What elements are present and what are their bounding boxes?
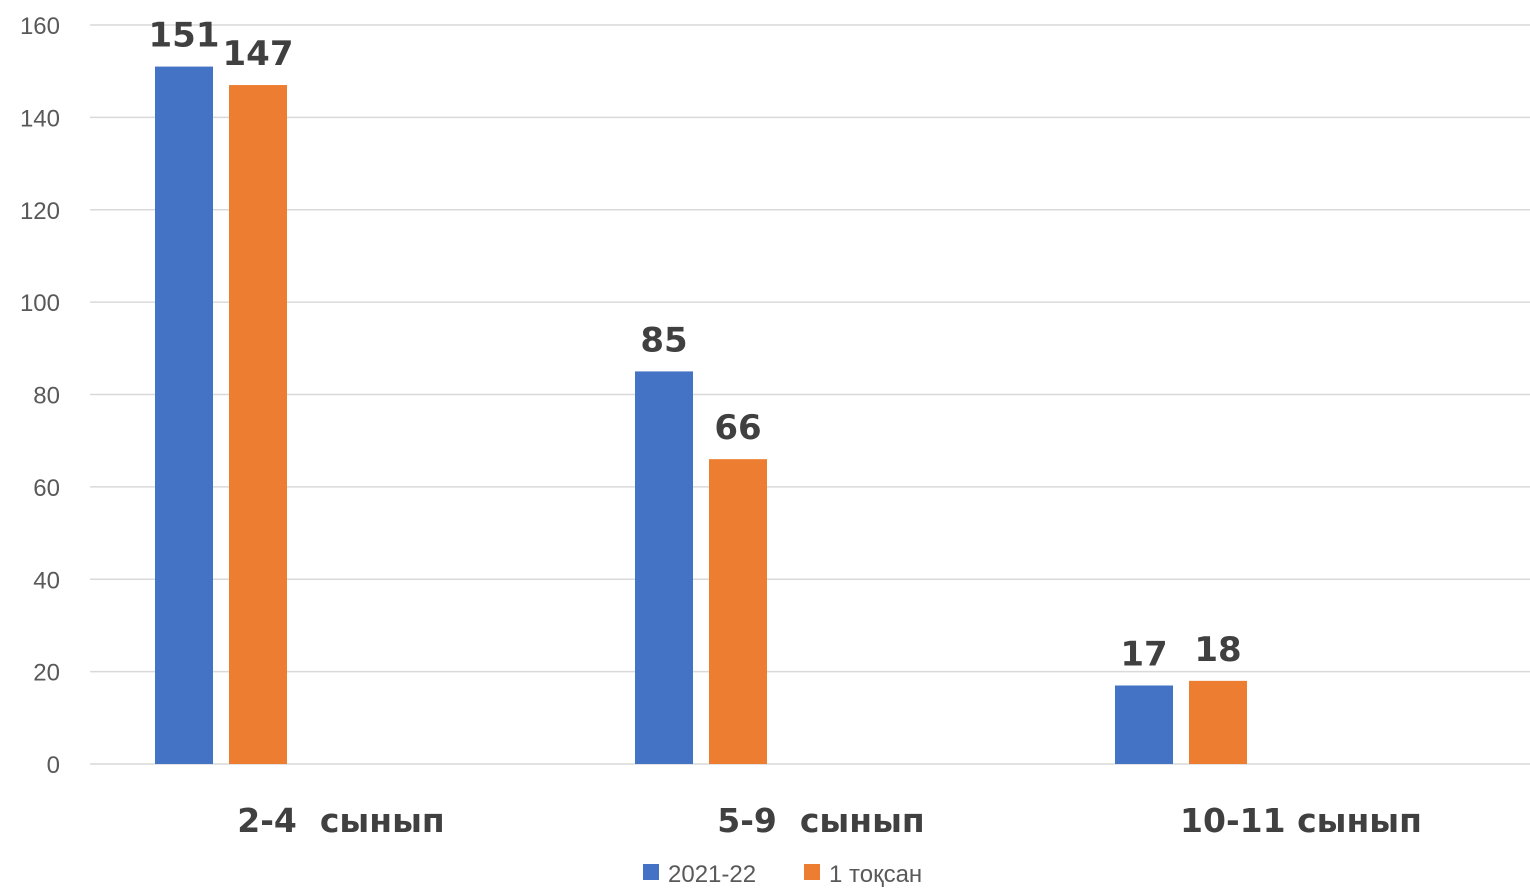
category-label: 2-4 сынып [237, 801, 444, 840]
bar-series-1 [1115, 685, 1173, 764]
data-label: 18 [1194, 630, 1241, 670]
gridlines [90, 24, 1530, 765]
legend-label: 2021-22 [668, 861, 756, 888]
y-axis-tick-labels: 0 20 40 60 80 100 120 140 160 [20, 13, 60, 779]
bar-series-1 [155, 66, 213, 765]
bars [155, 66, 1247, 765]
y-tick-label: 40 [33, 567, 60, 594]
y-tick-label: 60 [33, 475, 60, 502]
data-label: 17 [1120, 634, 1167, 674]
legend-label: 1 тоқсан [829, 861, 922, 888]
legend-swatch [804, 864, 820, 880]
category-labels: 2-4 сынып 5-9 сынып 10-11 сынып [237, 801, 1422, 840]
data-label: 151 [149, 16, 220, 56]
y-tick-label: 120 [20, 198, 60, 225]
data-label: 66 [714, 408, 761, 448]
legend: 2021-22 1 тоқсан [643, 861, 922, 888]
bar-series-2 [1189, 680, 1247, 764]
bar-series-2 [229, 85, 287, 764]
data-label: 147 [223, 34, 294, 74]
category-label: 10-11 сынып [1180, 801, 1422, 840]
y-tick-label: 20 [33, 660, 60, 687]
y-tick-label: 100 [20, 290, 60, 317]
y-tick-label: 140 [20, 105, 60, 132]
y-tick-label: 0 [47, 752, 60, 779]
data-labels: 151 147 85 66 17 18 [149, 16, 1242, 675]
bar-series-2 [709, 459, 767, 764]
category-label: 5-9 сынып [717, 801, 924, 840]
y-tick-label: 160 [20, 13, 60, 40]
legend-swatch [643, 864, 659, 880]
y-tick-label: 80 [33, 383, 60, 410]
data-label: 85 [640, 320, 687, 360]
bar-series-1 [635, 371, 693, 764]
